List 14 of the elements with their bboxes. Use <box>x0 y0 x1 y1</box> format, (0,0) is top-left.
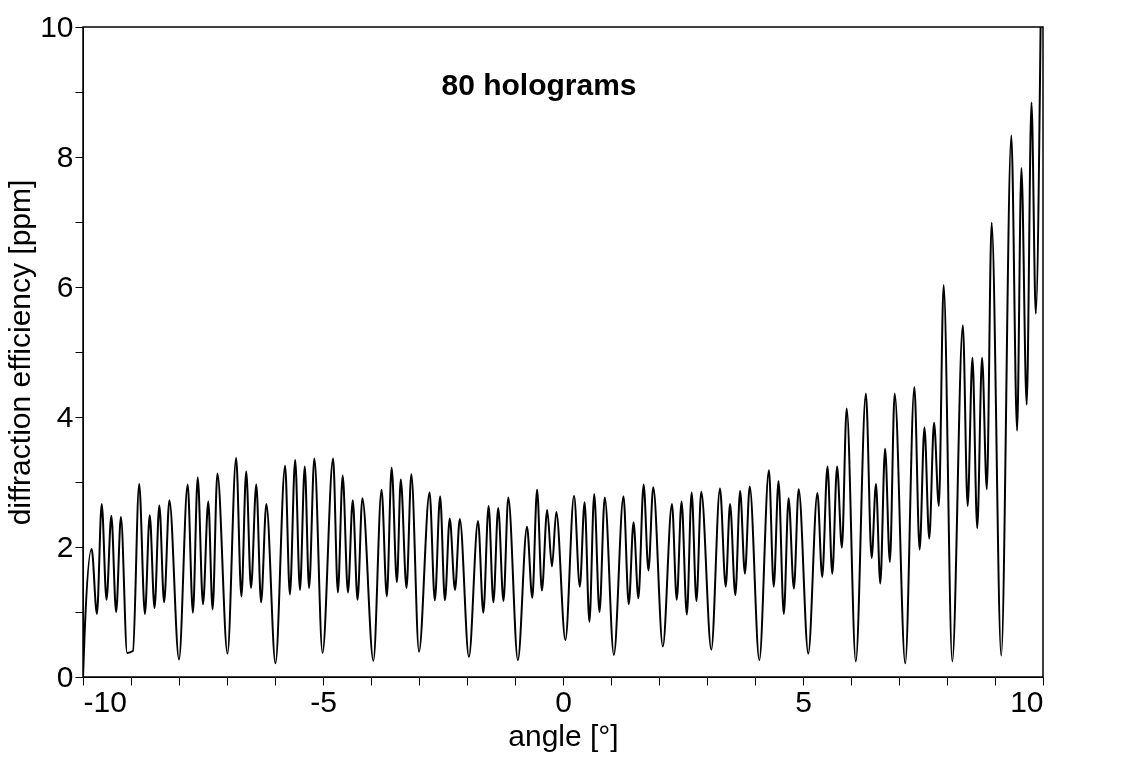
x-tick-label: 5 <box>795 684 812 718</box>
y-tick-label: 6 <box>56 269 74 303</box>
x-axis-title: angle [°] <box>508 718 619 752</box>
x-tick-label: -5 <box>310 684 337 718</box>
x-tick-label: -10 <box>83 684 127 718</box>
y-tick-label: 0 <box>56 659 74 693</box>
y-tick-label: 10 <box>40 9 74 43</box>
y-axis-title: diffraction efficiency [ppm] <box>3 179 37 526</box>
y-tick-label: 8 <box>56 139 74 173</box>
y-tick-label: 2 <box>56 529 74 563</box>
y-tick-label: 4 <box>56 399 74 433</box>
x-tick-label: 10 <box>1010 684 1044 718</box>
x-tick-label: 0 <box>555 684 572 718</box>
annotation: 80 holograms <box>441 67 637 101</box>
